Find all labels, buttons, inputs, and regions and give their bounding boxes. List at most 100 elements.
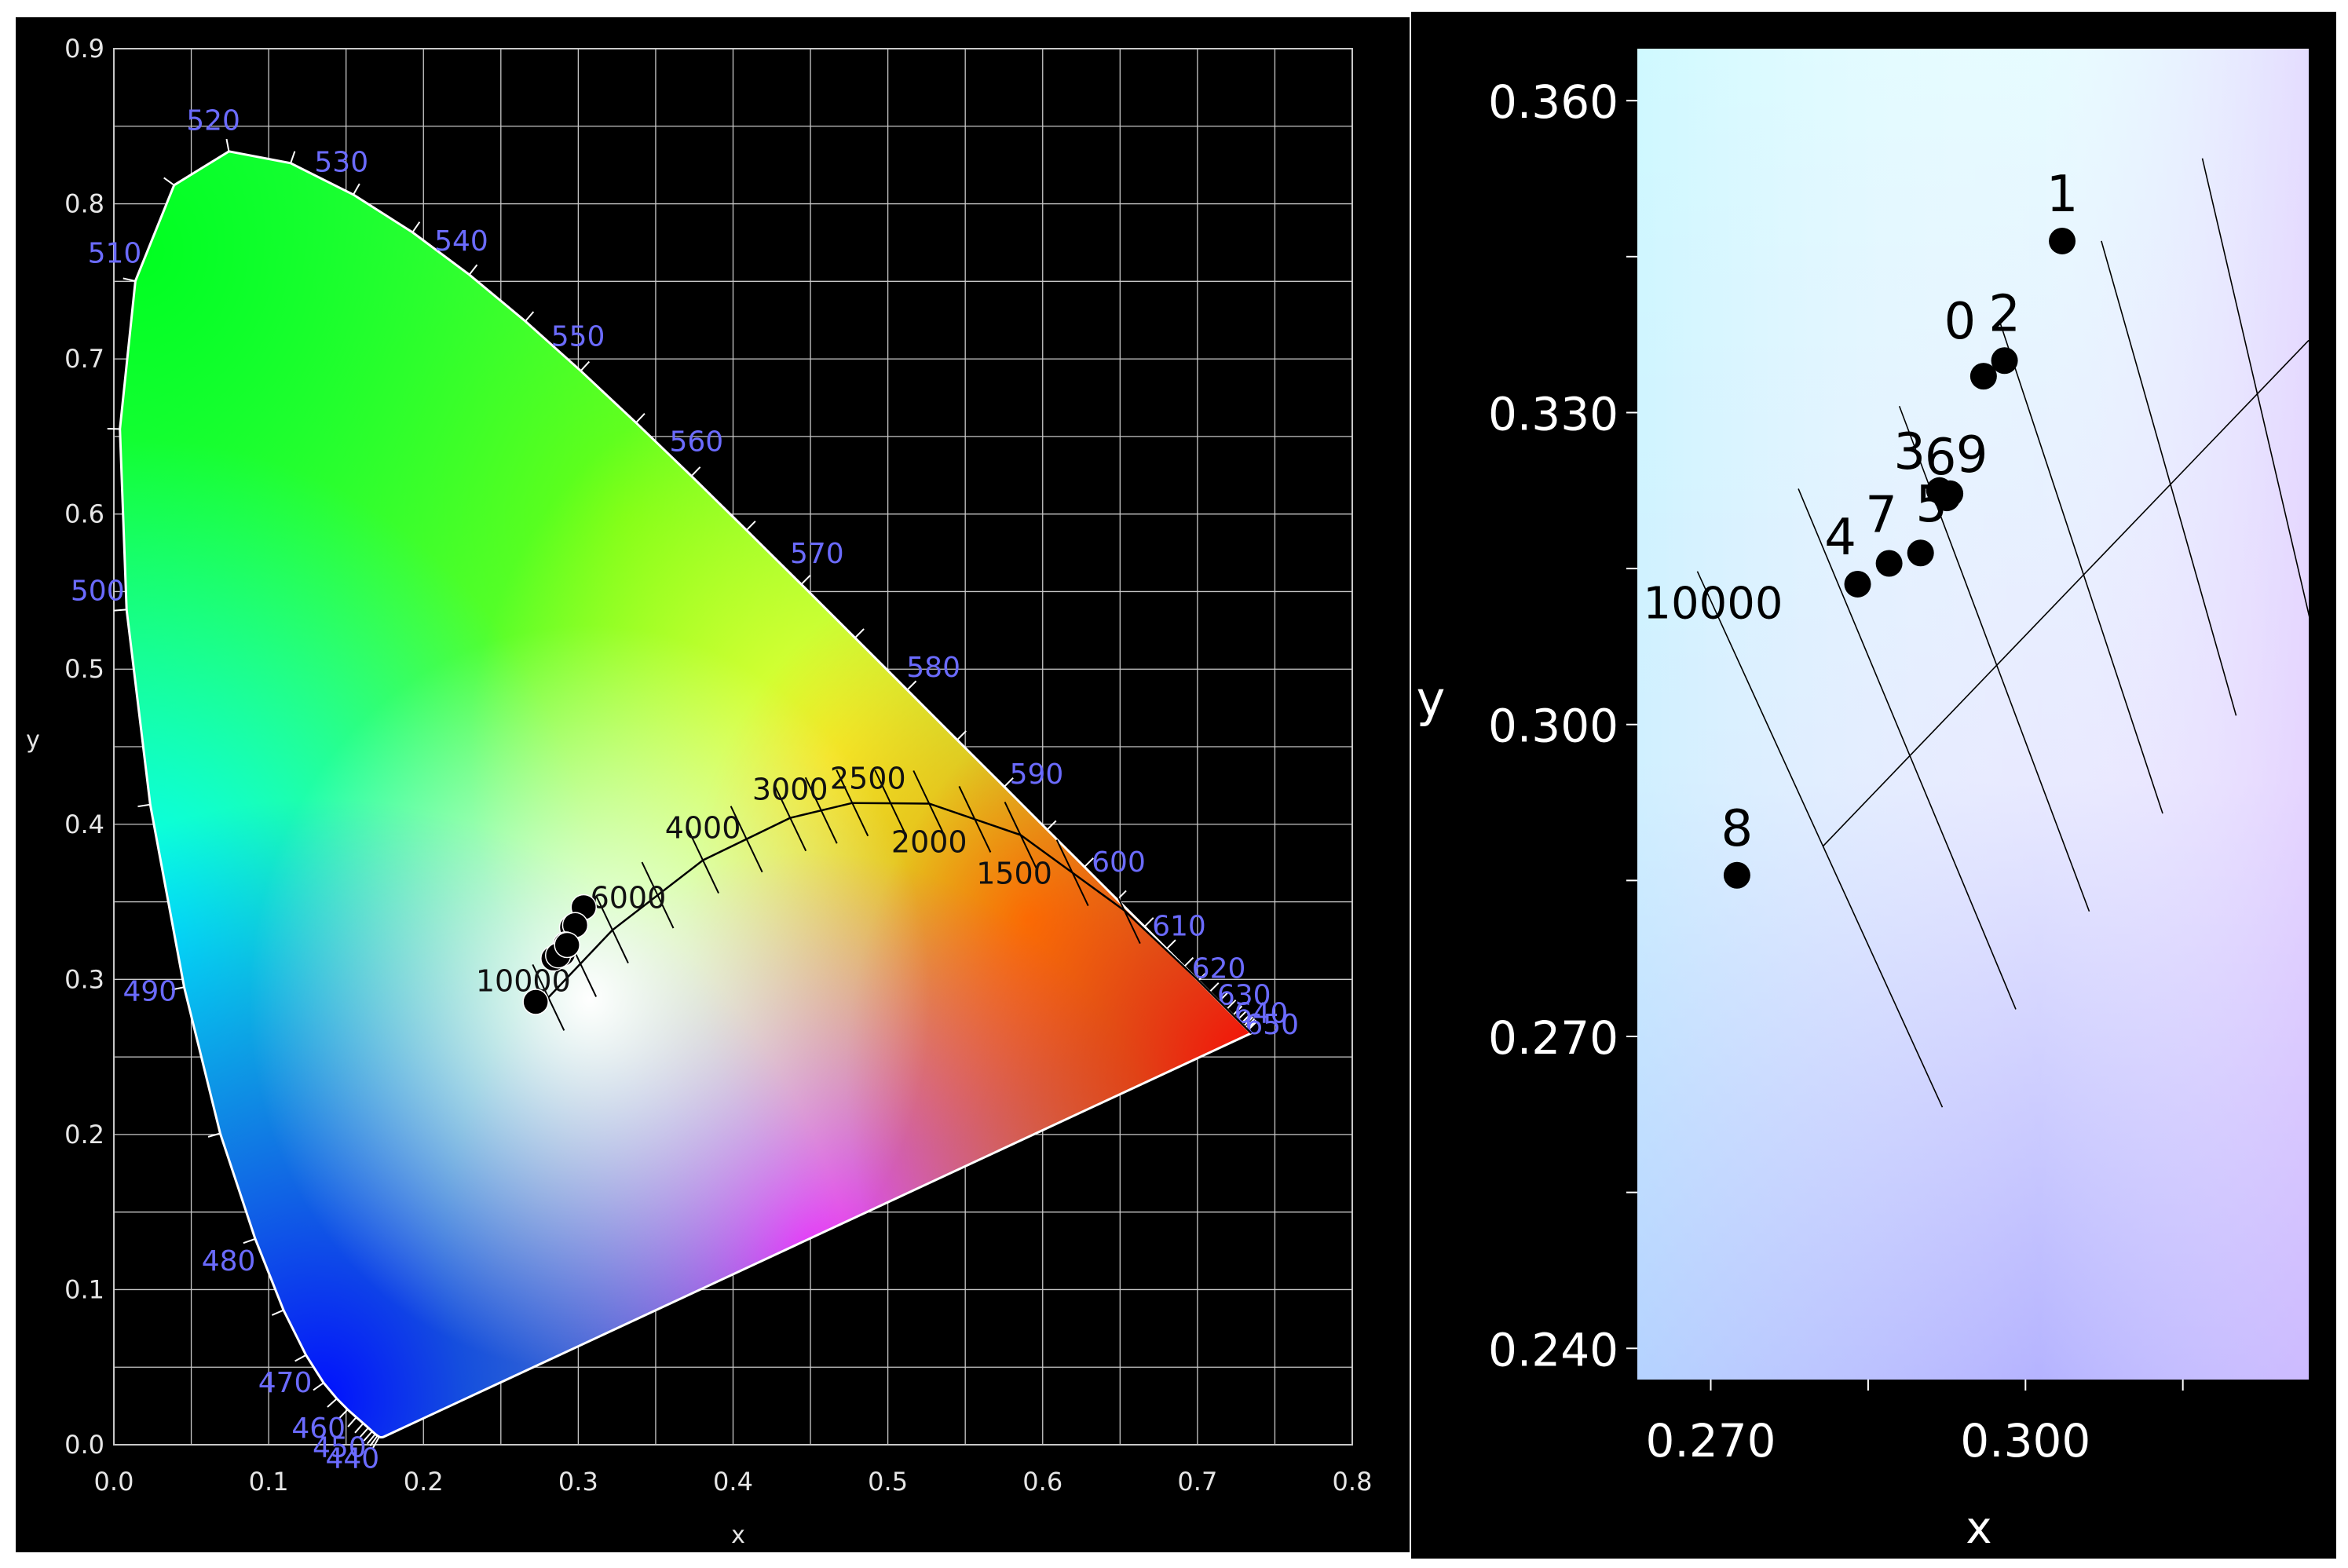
- x-tick-label: 0.1: [249, 1467, 289, 1497]
- wavelength-tick: [369, 1435, 379, 1447]
- point-label: 9: [1956, 426, 1988, 484]
- wavelength-label: 580: [906, 652, 960, 684]
- wavelength-label: 610: [1152, 911, 1206, 943]
- wavelength-tick: [1218, 992, 1229, 1002]
- y-tick-label: 0.360: [1488, 75, 1618, 129]
- x-tick-label: 0.2: [404, 1467, 444, 1497]
- wavelength-tick: [359, 1427, 369, 1438]
- cct-label: 3000: [752, 773, 828, 807]
- wavelength-label: 590: [1010, 758, 1064, 791]
- wavelength-tick: [271, 1309, 284, 1316]
- data-point: [1723, 861, 1750, 889]
- wavelength-label: 550: [551, 320, 605, 353]
- wavelength-tick: [1240, 1014, 1251, 1024]
- wavelength-label: 630: [1217, 980, 1271, 1012]
- x-tick-label: 0.270: [1645, 1414, 1776, 1467]
- wavelength-tick: [906, 680, 917, 691]
- wavelength-label: 500: [71, 575, 125, 607]
- wavelength-tick: [690, 466, 701, 477]
- wavelength-label: 560: [669, 426, 723, 459]
- left-data-points: [522, 894, 598, 1015]
- data-point: [1991, 347, 2018, 375]
- right-plot-tint: [1637, 49, 2309, 1380]
- wavelength-tick: [800, 575, 811, 585]
- wavelength-tick: [338, 1409, 349, 1420]
- wavelength-tick: [525, 311, 535, 322]
- wavelength-tick: [1143, 917, 1154, 927]
- wavelength-tick: [313, 1382, 324, 1391]
- wavelength-tick: [294, 1354, 307, 1362]
- x-tick-label: 0.0: [94, 1467, 134, 1497]
- wavelength-ticks: [107, 138, 1258, 1449]
- cct-label: 1500: [976, 856, 1052, 890]
- data-point: [1875, 550, 1903, 577]
- x-tick-label: 0.5: [868, 1467, 908, 1497]
- isotherm-line-zoom: [2101, 240, 2237, 716]
- wavelength-tick: [1183, 956, 1194, 967]
- wavelength-tick: [468, 264, 478, 276]
- y-tick-label: 0.8: [64, 189, 104, 219]
- wavelength-tick: [171, 986, 185, 991]
- wavelength-tick: [1198, 970, 1209, 981]
- wavelength-tick: [207, 1132, 221, 1138]
- x-tick-label: 0.6: [1022, 1467, 1062, 1497]
- wavelength-tick: [353, 183, 360, 196]
- isotherm-line: [836, 769, 869, 837]
- point-label: 6: [1925, 429, 1957, 487]
- isotherm-line: [1055, 839, 1089, 906]
- wavelength-label: 510: [88, 238, 142, 270]
- cct-label: 2000: [891, 825, 967, 860]
- wavelength-tick: [366, 1433, 376, 1445]
- x-tick-label: 0.7: [1177, 1467, 1217, 1497]
- isotherm-line: [804, 777, 838, 844]
- wavelength-tick: [363, 1431, 373, 1442]
- wavelength-tick: [372, 1436, 380, 1449]
- y-tick-label: 0.7: [64, 344, 104, 374]
- point-label: 4: [1824, 509, 1856, 567]
- wavelength-tick: [290, 151, 296, 164]
- y-tick-label: 0.0: [64, 1430, 104, 1460]
- wavelength-label: 460: [291, 1413, 346, 1445]
- isotherm-line: [958, 786, 992, 853]
- wavelength-tick: [745, 521, 756, 531]
- wavelength-tick: [137, 803, 151, 808]
- isotherm-line: [874, 769, 908, 837]
- y-tick-label: 0.6: [64, 499, 104, 529]
- y-tick-label: 0.2: [64, 1120, 104, 1150]
- isotherm-line: [596, 897, 629, 963]
- y-tick-label: 0.9: [64, 34, 104, 64]
- wavelength-tick: [1084, 857, 1094, 868]
- wavelength-label: 540: [434, 225, 488, 258]
- point-label: 2: [1988, 285, 2021, 343]
- wavelength-tick: [225, 138, 230, 152]
- y-tick-label: 0.270: [1488, 1011, 1618, 1065]
- point-label: 3: [1893, 423, 1926, 481]
- wavelength-tick: [123, 277, 136, 282]
- isotherm-line: [1004, 801, 1037, 868]
- wavelength-tick: [327, 1398, 338, 1408]
- isotherm-line: [774, 784, 807, 852]
- isotherm-line-zoom: [2201, 158, 2309, 617]
- left-y-tick-labels: 0.0 0.1 0.2 0.3 0.4 0.5 0.6 0.7 0.8 0.9: [64, 34, 104, 1460]
- wavelength-label: 620: [1192, 953, 1246, 985]
- point-label: 0: [1944, 293, 1977, 351]
- data-point: [2049, 227, 2076, 254]
- wavelength-label: 450: [313, 1432, 367, 1464]
- wavelength-tick: [1165, 939, 1176, 950]
- wavelength-tick: [956, 730, 967, 741]
- wavelength-tick: [1209, 982, 1220, 992]
- cct-label: 10000: [1643, 579, 1783, 630]
- wavelength-tick: [1237, 1010, 1248, 1021]
- data-point: [522, 989, 549, 1015]
- wavelength-tick: [1243, 1016, 1254, 1027]
- wavelength-tick: [1232, 1005, 1243, 1016]
- isotherm-line-zoom: [1798, 488, 2017, 1010]
- wavelength-tick: [163, 177, 175, 186]
- point-label: 8: [1721, 800, 1754, 858]
- wavelength-label: 600: [1092, 846, 1146, 879]
- isotherm-line: [532, 964, 565, 1031]
- wavelength-label: 570: [790, 538, 844, 570]
- wavelength-tick: [854, 628, 865, 639]
